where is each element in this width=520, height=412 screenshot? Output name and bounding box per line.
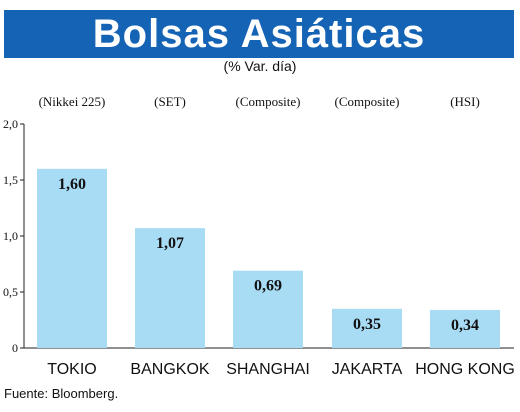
index-label: (Composite) — [236, 94, 301, 109]
index-label: (SET) — [154, 94, 186, 109]
bar-tokio — [37, 168, 107, 348]
data-label: 0,69 — [254, 278, 282, 295]
category-label: BANGKOK — [130, 361, 209, 378]
y-tick-label: 1,5 — [3, 173, 18, 187]
y-tick-label: 1,0 — [3, 229, 18, 243]
bar-hong-kong — [430, 309, 500, 348]
index-label: (HSI) — [450, 94, 480, 109]
data-label: 0,34 — [451, 317, 479, 334]
bar-shanghai — [233, 270, 303, 348]
title-bar: Bolsas Asiáticas — [4, 10, 514, 58]
bar-jakarta — [332, 308, 402, 348]
category-label: TOKIO — [47, 361, 97, 378]
chart-title: Bolsas Asiáticas — [92, 12, 426, 56]
chart-subtitle: (% Var. día) — [223, 58, 297, 74]
category-label: HONG KONG — [415, 361, 515, 378]
source-note: Fuente: Bloomberg. — [4, 386, 119, 401]
data-label: 0,35 — [353, 316, 381, 333]
category-label: SHANGHAI — [226, 361, 310, 378]
data-label: 1,60 — [58, 176, 86, 193]
category-label: JAKARTA — [332, 361, 403, 378]
index-label: (Composite) — [335, 94, 400, 109]
y-tick-label: 2,0 — [3, 117, 18, 131]
data-label: 1,07 — [156, 235, 184, 252]
y-tick-label: 0 — [12, 341, 18, 355]
y-tick-label: 0,5 — [3, 285, 18, 299]
index-label: (Nikkei 225) — [39, 94, 106, 109]
bar-bangkok — [135, 228, 205, 348]
